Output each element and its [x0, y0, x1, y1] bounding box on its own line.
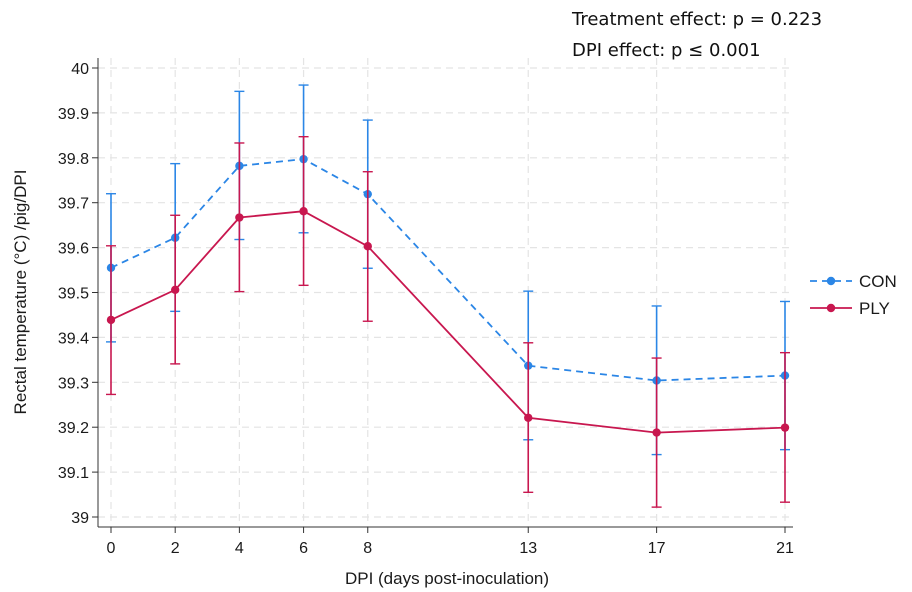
data-point-ply — [299, 207, 308, 216]
series-line-ply — [110, 210, 786, 434]
data-point-ply — [363, 242, 372, 251]
legend-label-ply: PLY — [859, 299, 890, 318]
data-point-ply — [235, 213, 244, 222]
legend-label-con: CON — [859, 272, 897, 291]
y-tick-label: 39.2 — [58, 420, 89, 437]
y-axis-title: Rectal temperature (°C) /pig/DPI — [11, 170, 30, 415]
y-tick-label: 39 — [71, 510, 89, 527]
x-axis-ticks: 0 2 4 6 8 13 17 21 — [107, 527, 794, 557]
y-tick-label: 39.6 — [58, 241, 89, 258]
legend-marker-con — [826, 276, 836, 286]
y-axis-ticks: 39 39.1 39.2 39.3 39.4 39.5 39.6 39.7 39.8 39.9 40 — [58, 61, 98, 527]
series — [106, 84, 790, 508]
y-tick-label: 39.8 — [58, 151, 89, 168]
data-point-ply — [524, 413, 533, 422]
y-tick-label: 39.4 — [58, 330, 89, 347]
x-tick-label: 6 — [299, 540, 308, 557]
data-point-ply — [652, 428, 661, 437]
x-tick-label: 17 — [648, 540, 666, 557]
x-tick-label: 13 — [519, 540, 537, 557]
data-point-ply — [106, 315, 116, 325]
x-axis-title: DPI (days post-inoculation) — [345, 569, 549, 588]
y-tick-label: 39.9 — [58, 106, 89, 123]
data-point-ply — [780, 423, 790, 432]
y-tick-label: 40 — [71, 61, 89, 78]
legend-marker-ply — [826, 303, 836, 313]
x-tick-label: 8 — [363, 540, 372, 557]
annotation-treatment-effect: Treatment effect: p = 0.223 — [571, 9, 822, 30]
y-tick-label: 39.7 — [58, 196, 89, 213]
x-tick-label: 21 — [776, 540, 794, 557]
x-tick-label: 0 — [107, 540, 116, 557]
y-tick-label: 39.5 — [58, 286, 89, 303]
legend: CON PLY — [810, 272, 897, 318]
annotation-dpi-effect: DPI effect: p ≤ 0.001 — [572, 40, 761, 61]
series-line-con — [110, 158, 786, 382]
y-tick-label: 39.3 — [58, 375, 89, 392]
series-ply — [106, 135, 790, 508]
data-point-ply — [170, 285, 180, 295]
y-tick-label: 39.1 — [58, 465, 89, 482]
x-tick-label: 2 — [171, 540, 180, 557]
x-tick-label: 4 — [235, 540, 244, 557]
